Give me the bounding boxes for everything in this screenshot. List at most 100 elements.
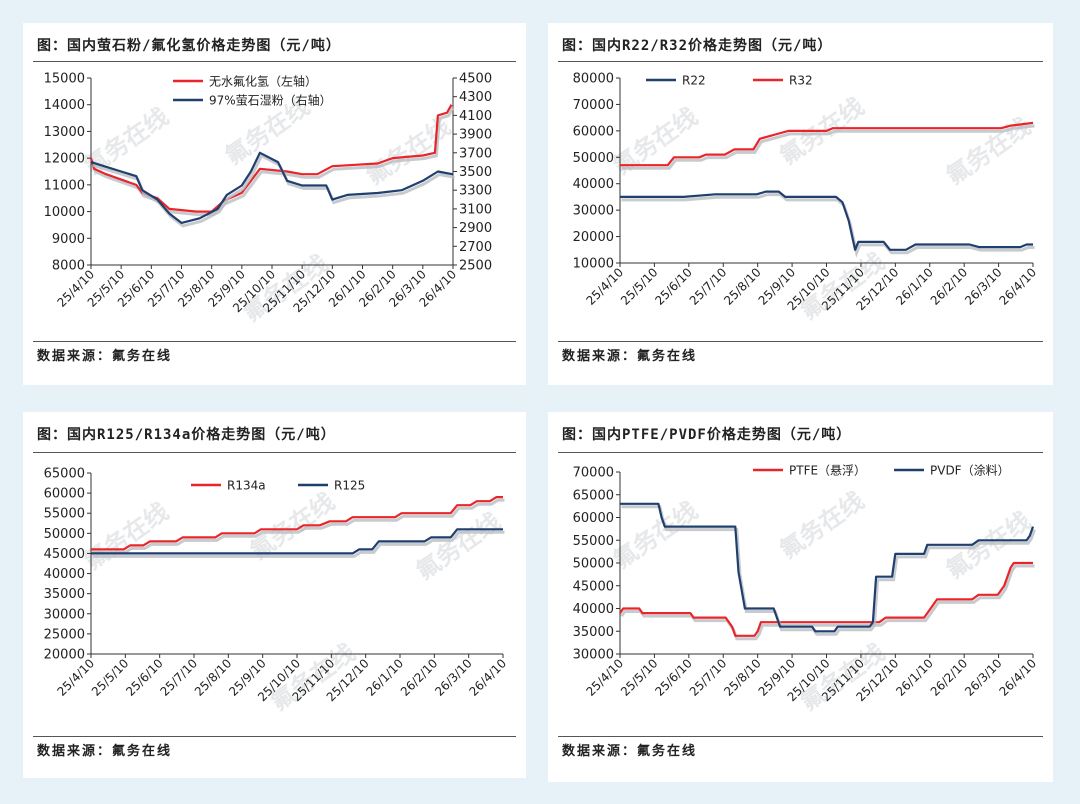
x-tick-label: 25/4/10	[55, 656, 98, 699]
y-tick-label: 20000	[573, 230, 614, 245]
chart-source: 数据来源：氟务在线	[562, 744, 698, 759]
y-tick-label: 65000	[44, 467, 85, 482]
x-tick-label: 25/8/10	[721, 265, 764, 308]
y2-tick-label: 4500	[459, 72, 492, 87]
y-tick-label: 30000	[44, 607, 85, 622]
chart-svg: 氟务在线 氟务在线 氟务在线氟务在线800090001000011000120001…	[44, 72, 492, 328]
source-rule	[558, 736, 1043, 737]
y-tick-label: 10000	[44, 205, 85, 220]
chart-title: 图：国内PTFE/PVDF价格走势图（元/吨）	[562, 427, 852, 443]
x-tick-label: 25/5/10	[618, 265, 661, 308]
y-tick-label: 25000	[44, 627, 85, 642]
y2-tick-label: 3900	[459, 128, 492, 143]
x-tick-label: 25/6/10	[652, 656, 695, 699]
series-shadow	[92, 498, 505, 554]
y2-tick-label: 2500	[459, 259, 492, 274]
x-tick-label: 25/4/10	[584, 265, 627, 308]
watermark-text: 氟务在线	[775, 486, 870, 564]
series-line-1	[620, 190, 1033, 251]
series-line-2	[90, 151, 454, 224]
y-tick-label: 40000	[573, 602, 614, 617]
legend-label: PTFE（悬浮）	[789, 464, 866, 478]
y-tick-label: 80000	[573, 72, 614, 87]
y-tick-label: 30000	[573, 204, 614, 219]
x-tick-label: 26/2/10	[928, 265, 971, 308]
x-tick-label: 25/7/10	[687, 265, 730, 308]
y-tick-label: 11000	[44, 178, 85, 193]
x-tick-label: 25/4/10	[584, 656, 627, 699]
y-tick-label: 14000	[44, 98, 85, 113]
legend-label: PVDF（涂料）	[930, 463, 1010, 478]
y-tick-label: 13000	[44, 125, 85, 140]
series-shadow	[92, 530, 505, 558]
r22-r32-chart-panel: 图：国内R22/R32价格走势图（元/吨） 氟务在线 氟务在线 氟务在线 氟务在线 10…	[548, 23, 1053, 385]
x-tick-label: 26/1/10	[893, 265, 936, 308]
series-line-1	[619, 561, 1033, 637]
y2-tick-label: 2900	[459, 221, 492, 236]
watermark-text: 氟务在线	[411, 507, 506, 585]
source-rule	[33, 341, 516, 342]
chart-title: 图：国内R125/R134a价格走势图（元/吨）	[37, 427, 336, 443]
source-rule	[558, 341, 1043, 342]
y-tick-label: 55000	[44, 507, 85, 522]
legend-label: R22	[682, 74, 706, 88]
y-tick-label: 60000	[573, 124, 614, 139]
series-line-2	[91, 528, 503, 555]
title-rule	[558, 452, 1043, 453]
y2-tick-label: 4300	[459, 90, 492, 105]
title-rule	[33, 61, 516, 62]
chart-source: 数据来源：氟务在线	[562, 349, 698, 364]
chart-svg: 氟务在线 氟务在线 氟务在线氟务在线300003500040000450005000…	[573, 463, 1040, 717]
y-tick-label: 55000	[573, 534, 614, 549]
y2-tick-label: 3100	[459, 202, 492, 217]
chart-title: 图：国内R22/R32价格走势图（元/吨）	[562, 38, 833, 54]
series-shadow	[620, 564, 1035, 641]
chart-source: 数据来源：氟务在线	[37, 349, 173, 364]
series-shadow	[621, 124, 1035, 170]
x-tick-label: 25/6/10	[652, 265, 695, 308]
series-shadow	[92, 153, 455, 228]
x-tick-label: 26/4/10	[997, 656, 1040, 699]
legend-label: 97%萤石湿粉（右轴）	[209, 93, 332, 108]
y-tick-label: 50000	[44, 527, 85, 542]
y-tick-label: 45000	[573, 579, 614, 594]
y-tick-label: 40000	[573, 177, 614, 192]
y2-tick-label: 3500	[459, 165, 492, 180]
y-tick-label: 12000	[44, 152, 85, 167]
y-tick-label: 10000	[573, 257, 614, 272]
y-tick-label: 60000	[573, 511, 614, 526]
chart-title: 图：国内萤石粉/氟化氢价格走势图（元/吨）	[37, 38, 341, 54]
fluorite-hf-chart-panel: 图：国内萤石粉/氟化氢价格走势图（元/吨） 氟务在线 氟务在线 氟务在线 氟务在线 80…	[23, 23, 526, 385]
legend-label: R125	[334, 479, 365, 493]
series-line-1	[89, 104, 453, 213]
y-tick-label: 40000	[44, 567, 85, 582]
watermark-text: 氟务在线	[361, 112, 456, 190]
chart-source: 数据来源：氟务在线	[37, 744, 173, 759]
y-tick-label: 8000	[52, 259, 85, 274]
x-tick-label: 26/4/10	[467, 656, 510, 699]
y-tick-label: 15000	[44, 72, 85, 87]
ptfe-pvdf-chart-panel: 图：国内PTFE/PVDF价格走势图（元/吨） 氟务在线 氟务在线 氟务在线 氟务在线…	[548, 412, 1053, 782]
x-tick-label: 25/7/10	[158, 656, 201, 699]
legend-label: R32	[789, 74, 813, 88]
x-tick-label: 26/3/10	[432, 656, 475, 699]
y-tick-label: 70000	[573, 466, 614, 481]
y-tick-label: 20000	[44, 648, 85, 663]
x-tick-label: 26/2/10	[928, 656, 971, 699]
y2-tick-label: 4100	[459, 109, 492, 124]
legend-label: 无水氟化氢（左轴）	[209, 74, 317, 89]
y-tick-label: 35000	[44, 587, 85, 602]
x-tick-label: 25/8/10	[721, 656, 764, 699]
chart-svg: 氟务在线 氟务在线 氟务在线氟务在线100002000030000400005000…	[573, 72, 1040, 326]
series-line-2	[620, 502, 1035, 633]
series-line-2	[620, 121, 1034, 167]
x-tick-label: 25/7/10	[687, 656, 730, 699]
y-tick-label: 9000	[52, 232, 85, 247]
y2-tick-label: 3700	[459, 146, 492, 161]
y-tick-label: 50000	[573, 557, 614, 572]
x-tick-label: 26/1/10	[893, 656, 936, 699]
x-tick-label: 25/5/10	[89, 656, 132, 699]
y-tick-label: 35000	[573, 625, 614, 640]
x-tick-label: 26/4/10	[997, 265, 1040, 308]
y2-tick-label: 2700	[459, 240, 492, 255]
